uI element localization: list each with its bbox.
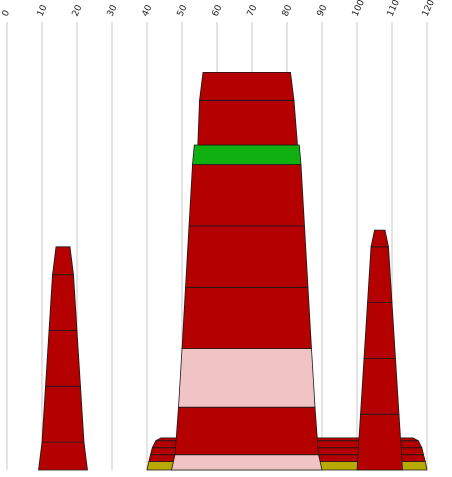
stack-4-segment-2 (360, 357, 400, 415)
x-tick-label: 50 (176, 3, 190, 18)
stack-3-segment-4 (181, 286, 312, 350)
stack-3-segment-9 (199, 72, 295, 101)
stack-1 (38, 246, 88, 471)
x-tick-label: 0 (1, 9, 13, 19)
x-tick-label: 80 (281, 3, 295, 18)
x-tick-label: 120 (421, 0, 437, 18)
stack-4-segment-5 (370, 229, 389, 248)
stack-3-segment-3 (178, 348, 316, 408)
x-tick-label: 90 (316, 3, 330, 18)
stack-1-segment-5 (52, 246, 74, 276)
stacked-trapezoids (38, 72, 428, 471)
x-tick-label: 30 (106, 3, 120, 18)
x-tick-label: 10 (36, 3, 50, 18)
x-tick-label: 70 (246, 3, 260, 18)
stack-1-segment-1 (38, 441, 88, 471)
x-tick-label: 110 (386, 0, 402, 18)
stack-3-segment-6 (188, 164, 305, 227)
stack-3 (170, 72, 323, 471)
stack-3-segment-5 (185, 225, 309, 288)
stack-1-segment-3 (45, 330, 81, 387)
x-tick-label: 100 (351, 0, 367, 18)
stack-4-segment-3 (363, 302, 396, 359)
stack-4-segment-4 (367, 246, 393, 304)
stack-3-segment-7 (192, 144, 302, 165)
stack-4 (356, 229, 403, 471)
stack-3-segment-2 (174, 406, 319, 456)
stack-1-segment-2 (41, 385, 85, 443)
x-axis-tick-labels: 0 10 20 30 40 50 60 70 80 90 100 110 120 (1, 0, 437, 18)
stack-1-segment-4 (48, 274, 78, 331)
x-tick-label: 40 (141, 3, 155, 18)
x-tick-label: 20 (71, 3, 85, 18)
stack-3-segment-8 (197, 99, 298, 146)
stack-4-segment-1 (356, 413, 403, 471)
stack-3-segment-1 (170, 454, 323, 471)
x-tick-label: 60 (211, 3, 225, 18)
vertical-gridlines (6, 22, 428, 470)
